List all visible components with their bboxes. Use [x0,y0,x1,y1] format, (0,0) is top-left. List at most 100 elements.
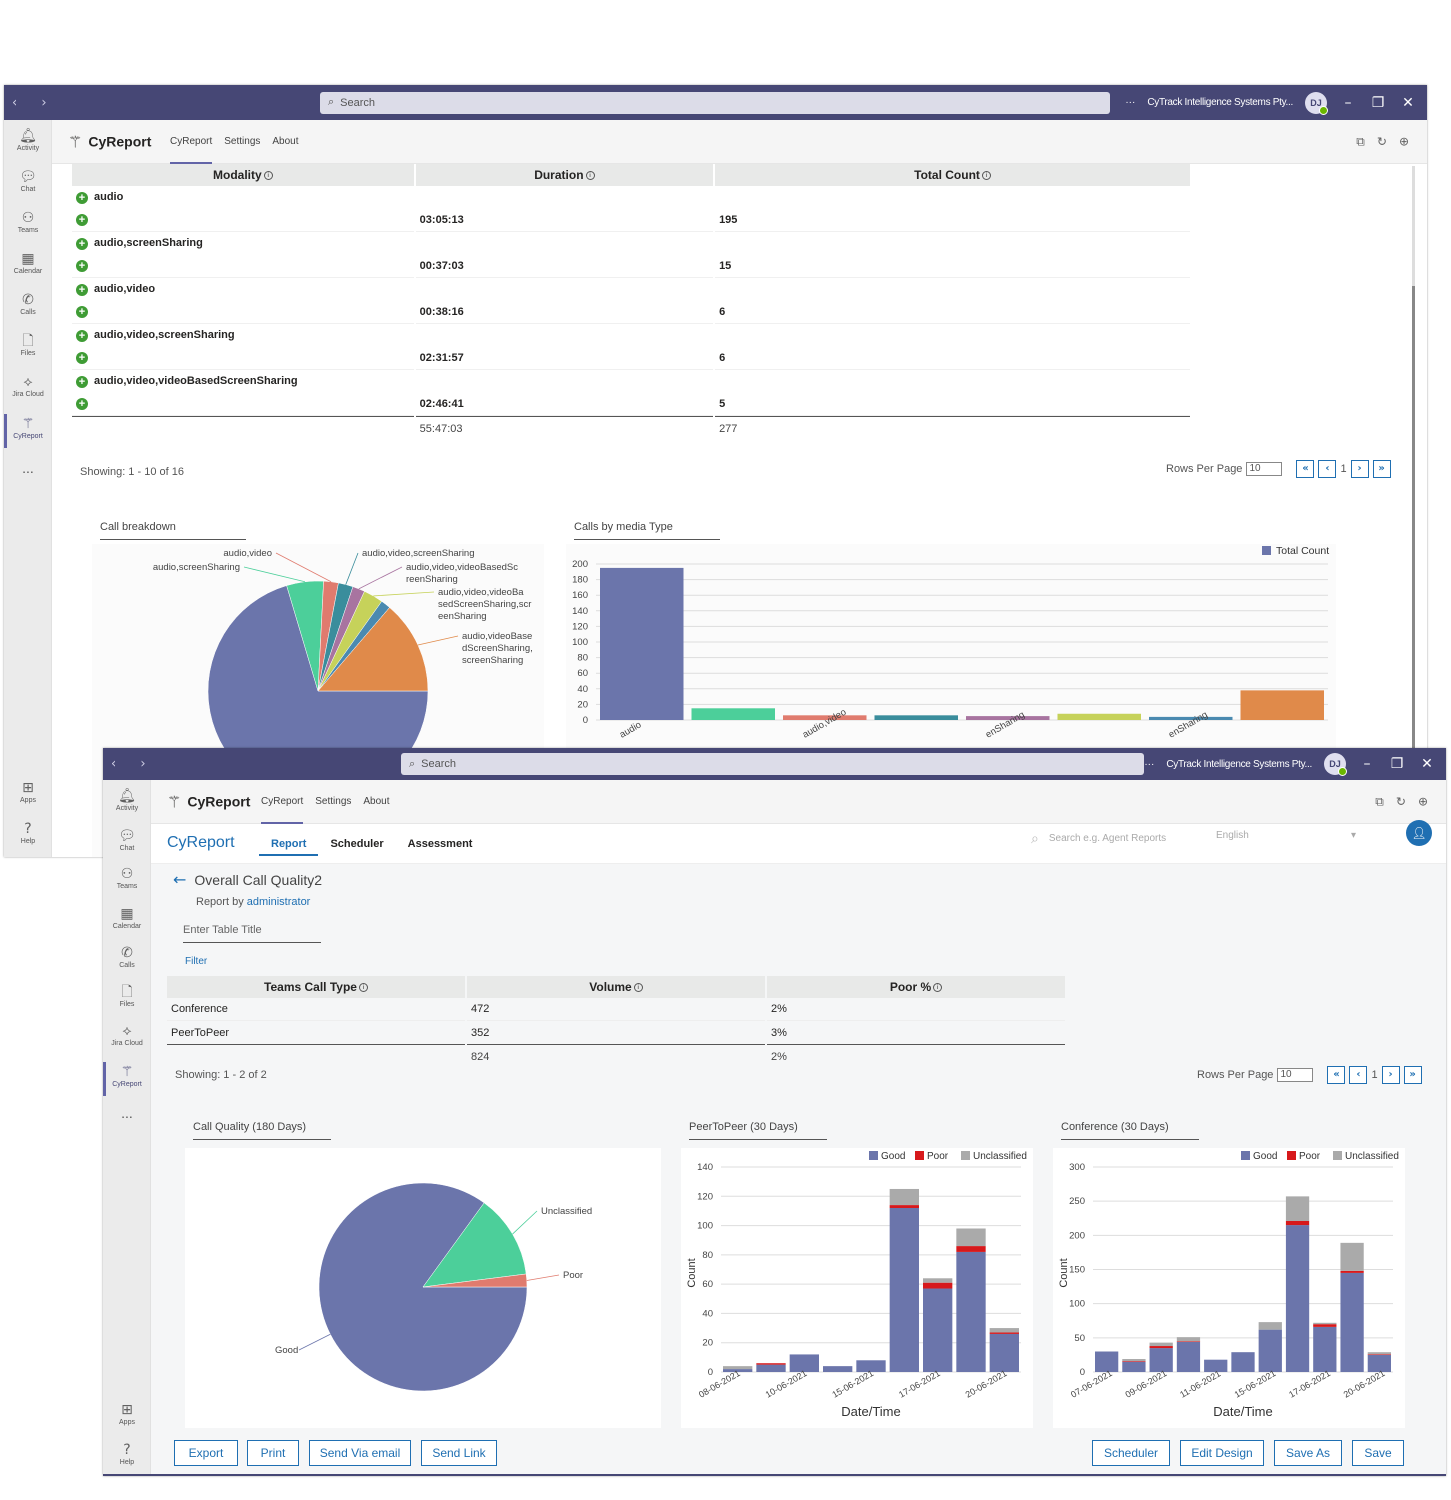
expand-icon[interactable]: + [76,329,88,342]
tab-assessment[interactable]: Assessment [407,838,473,850]
close-icon[interactable]: ✕ [1421,756,1433,772]
table-row[interactable]: +02:46:41 5 [72,393,1190,416]
expand-icon[interactable]: + [76,283,88,296]
rail-teams[interactable]: ⚇ Teams [103,866,151,890]
minimize-icon[interactable]: – [1363,756,1371,772]
expand-icon[interactable]: + [76,398,88,411]
tab-scheduler[interactable]: Scheduler [330,838,384,850]
col-total-count[interactable]: Total Count i [715,164,1190,186]
info-icon[interactable]: i [263,171,273,181]
report-search-input[interactable]: ⌕ Search e.g. Agent Reports [1031,830,1167,846]
tab-settings[interactable]: Settings [315,796,352,807]
next-page-button[interactable]: › [1381,1066,1400,1084]
col-volume[interactable]: Volume i [467,976,765,998]
nav-arrows[interactable]: ‹ › [111,756,156,772]
globe-icon[interactable]: ⊕ [1417,794,1428,808]
rail-more[interactable]: ... [4,460,52,476]
send-link-button[interactable]: Send Link [421,1440,497,1466]
table-row[interactable]: Conference 472 2% [167,998,1065,1021]
table-row[interactable]: +00:38:16 6 [72,301,1190,324]
scheduler-button[interactable]: Scheduler [1092,1440,1170,1466]
col-modality[interactable]: Modality i [72,164,414,186]
search-input[interactable]: ⌕ Search [320,91,1110,114]
expand-icon[interactable]: + [76,375,88,388]
rail-activity[interactable]: 🔔︎ Activity [4,128,52,152]
rail-chat[interactable]: 💬︎ Chat [103,828,151,852]
search-input[interactable]: ⌕ Search [401,753,1144,775]
info-icon[interactable]: i [933,983,943,993]
col-duration[interactable]: Duration i [415,164,714,186]
table-row[interactable]: + audio,video [72,278,1190,301]
col-call-type[interactable]: Teams Call Type i [167,976,465,998]
report-owner-link[interactable]: administrator [246,896,311,908]
back-arrow-icon[interactable]: ← [173,870,187,889]
rail-jira[interactable]: ⟡ Jira Cloud [103,1023,151,1047]
rail-jira[interactable]: ⟡ Jira Cloud [4,374,52,398]
expand-icon[interactable]: + [76,214,88,227]
col-poor[interactable]: Poor % i [767,976,1065,998]
edit-design-button[interactable]: Edit Design [1180,1440,1264,1466]
print-button[interactable]: Print [247,1440,299,1466]
minimize-icon[interactable]: – [1344,94,1352,111]
rail-cyreport[interactable]: ⚚ CyReport [103,1062,151,1096]
tab-about[interactable]: About [363,796,390,807]
restore-icon[interactable]: ❐ [1371,94,1385,111]
rail-cyreport[interactable]: ⚚ CyReport [4,414,52,448]
table-row[interactable]: PeerToPeer 352 3% [171,1026,787,1039]
rail-calendar[interactable]: ▦ Calendar [4,251,52,275]
tab-about[interactable]: About [272,136,299,147]
info-icon[interactable]: i [633,983,643,993]
rail-teams[interactable]: ⚇ Teams [4,210,52,234]
table-row[interactable]: + audio [72,186,1190,209]
globe-icon[interactable]: ⊕ [1398,134,1409,148]
table-row[interactable]: + audio,screenSharing [72,232,1190,255]
send-email-button[interactable]: Send Via email [309,1440,411,1466]
refresh-icon[interactable]: ↻ [1376,134,1387,148]
table-row[interactable]: +03:05:13 195 [72,209,1190,232]
more-icon[interactable]: ··· [1144,758,1155,770]
table-row[interactable]: +00:37:03 15 [72,255,1190,278]
table-row[interactable]: + audio,video,screenSharing [72,324,1190,347]
more-icon[interactable]: ··· [1125,97,1136,108]
table-title-input[interactable]: Enter Table Title [183,924,321,943]
expand-icon[interactable]: + [76,260,88,273]
expand-icon[interactable]: + [76,191,88,204]
refresh-icon[interactable]: ↻ [1395,794,1406,808]
last-page-button[interactable]: » [1372,460,1391,478]
expand-icon[interactable]: + [76,237,88,250]
popout-icon[interactable]: ⧉ [1356,134,1365,148]
tab-report[interactable]: Report [258,824,320,864]
tab-settings[interactable]: Settings [224,136,261,147]
table-row[interactable]: +02:31:57 6 [72,347,1190,370]
rail-calls[interactable]: ✆ Calls [103,945,151,969]
table-row[interactable]: + audio,video,videoBasedScreenSharing [72,370,1190,393]
rail-files[interactable]: 🗋︎ Files [4,333,52,357]
prev-page-button[interactable]: ‹ [1349,1066,1368,1084]
popout-icon[interactable]: ⧉ [1375,794,1384,808]
export-button[interactable]: Export [174,1440,238,1466]
first-page-button[interactable]: « [1327,1066,1346,1084]
next-page-button[interactable]: › [1350,460,1369,478]
filter-link[interactable]: Filter [185,956,208,967]
save-as-button[interactable]: Save As [1274,1440,1342,1466]
rail-activity[interactable]: 🔔︎ Activity [103,788,151,812]
first-page-button[interactable]: « [1296,460,1315,478]
avatar[interactable]: DJ [1305,91,1328,115]
rail-help[interactable]: ? Help [103,1442,151,1466]
avatar[interactable]: DJ [1324,753,1347,776]
prev-page-button[interactable]: ‹ [1318,460,1337,478]
user-icon[interactable]: 👤︎ [1406,820,1432,846]
nav-arrows[interactable]: ‹ › [12,95,57,110]
save-button[interactable]: Save [1352,1440,1404,1466]
rail-more[interactable]: ... [103,1105,151,1121]
close-icon[interactable]: ✕ [1402,94,1414,111]
rail-help[interactable]: ? Help [4,821,52,845]
rows-per-page-input[interactable]: 10 [1246,462,1283,476]
info-icon[interactable]: i [981,171,991,181]
language-select[interactable]: English ▾ [1216,830,1356,841]
rail-apps[interactable]: ⊞ Apps [4,780,52,804]
tab-cyreport[interactable]: CyReport [170,120,213,164]
rows-per-page-input[interactable]: 10 [1277,1068,1314,1082]
rail-apps[interactable]: ⊞ Apps [103,1402,151,1426]
rail-calls[interactable]: ✆ Calls [4,292,52,316]
